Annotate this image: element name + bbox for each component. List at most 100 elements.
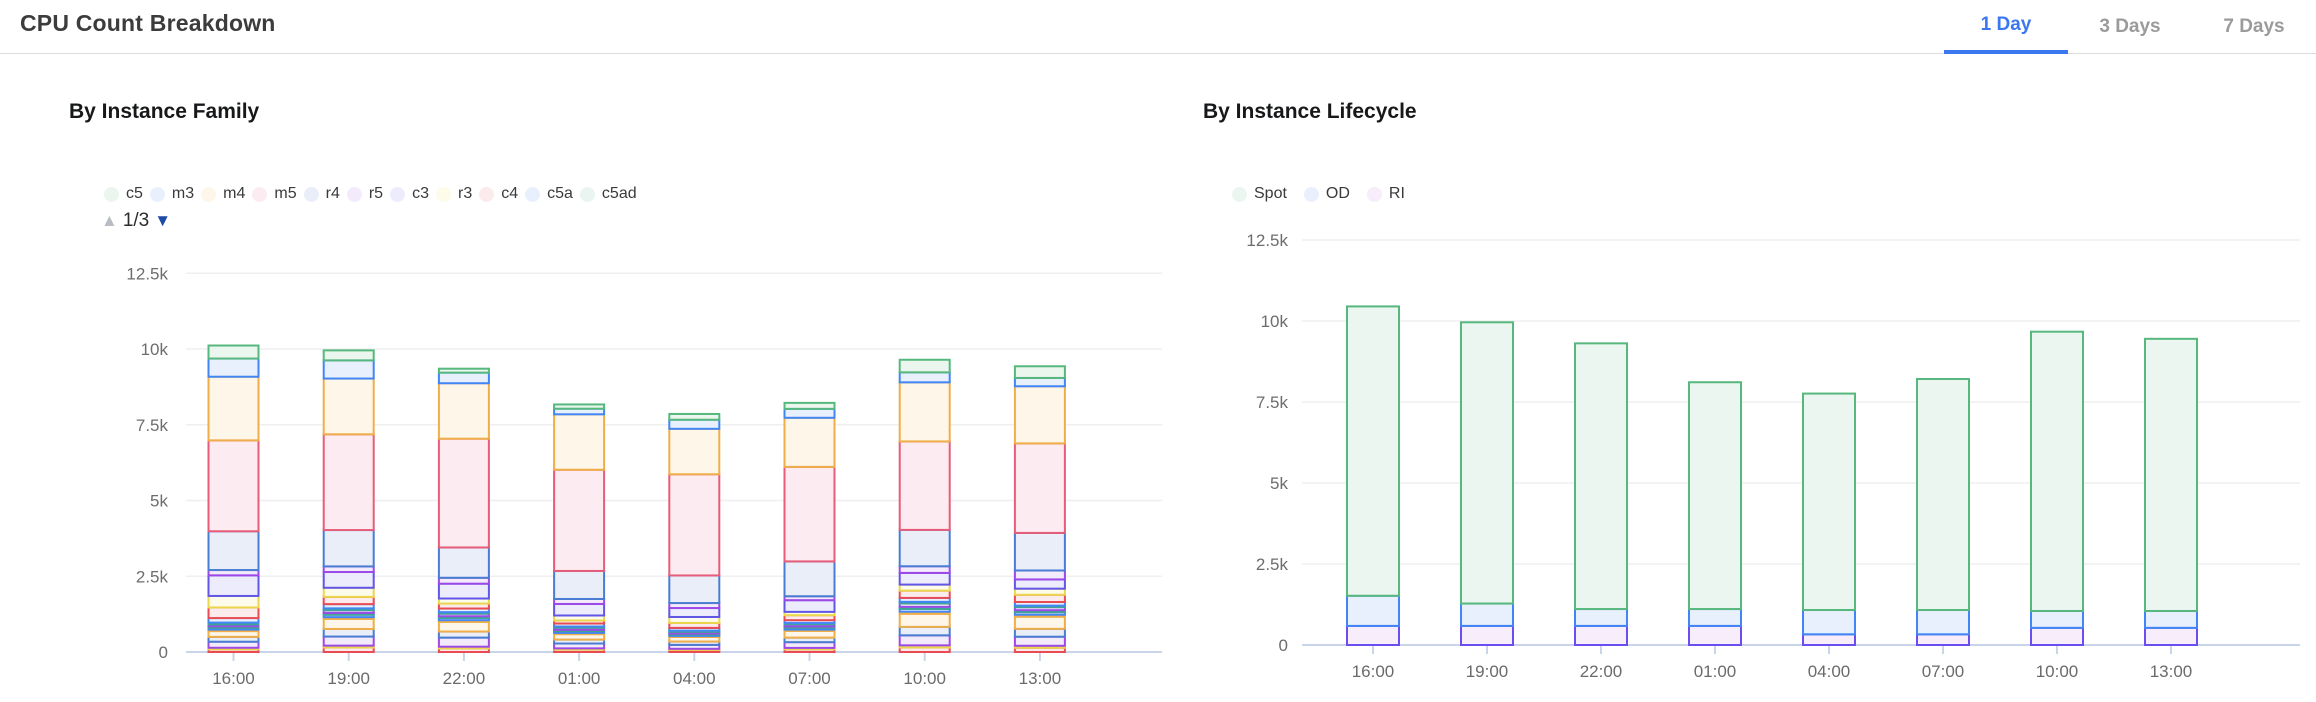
legend-swatch-c5a	[525, 186, 541, 202]
bar-segment-c5	[898, 358, 951, 374]
bar-segment-m3	[898, 371, 951, 384]
tab-3-days[interactable]: 3 Days	[2099, 16, 2161, 37]
bar-segment-m3	[437, 371, 490, 385]
bar-segment-RI	[1916, 633, 1970, 647]
bar-segment-OD	[1574, 608, 1628, 627]
legend-swatch-c4	[479, 186, 495, 202]
bar-segment-RI	[1346, 624, 1400, 647]
legend-page-indicator: 1/3	[122, 210, 150, 231]
legend-page-down-icon[interactable]: ▼	[154, 211, 172, 230]
legend-label: c5	[126, 185, 143, 202]
bar-segment-other-3	[437, 636, 490, 648]
instance-family-chart-canvas: 0 2.5k 5k 7.5k 10k 12.5k 16:00 19:00 22:00 01:00 0…	[126, 264, 1162, 688]
x-tick-label: 13:00	[2150, 662, 2193, 681]
page-title: CPU Count Breakdown	[20, 10, 276, 36]
legend-swatch-m5	[252, 186, 268, 202]
x-tick-label: 16:00	[1352, 662, 1395, 681]
bar-segment-c4	[322, 595, 375, 606]
bar-segment-m3	[1013, 376, 1066, 388]
bar-segment-c4	[207, 606, 260, 620]
bar-segment-r4	[1013, 531, 1066, 572]
bar-segment-m4	[1013, 385, 1066, 445]
legend-item-m5[interactable]: m5	[252, 185, 297, 203]
bar-segment-Spot	[2030, 330, 2084, 612]
legend-item-c5[interactable]: c5	[104, 185, 143, 203]
legend-item-OD[interactable]: OD	[1303, 185, 1350, 203]
bar-segment-RI	[2030, 626, 2084, 647]
legend-swatch-m4	[201, 186, 217, 202]
bar-segment-m4	[322, 377, 375, 436]
legend-item-r3[interactable]: r3	[435, 185, 472, 203]
bar-segment-c4	[1013, 593, 1066, 604]
bar-segment-Spot	[1346, 305, 1400, 597]
legend-swatch-c5	[104, 186, 119, 202]
bar-segment-RI	[1688, 624, 1742, 647]
y-tick-label: 5k	[1270, 474, 1288, 493]
instance-lifecycle-title: By Instance Lifecycle	[1203, 100, 1417, 123]
bar-segment-OD	[1688, 608, 1742, 627]
bar-segment-c5	[668, 412, 721, 421]
legend-item-m3[interactable]: m3	[149, 185, 195, 203]
bar-segment-other-4	[322, 627, 375, 638]
y-tick-label: 10k	[1261, 312, 1289, 331]
bar-segment-OD	[1802, 609, 1856, 636]
legend-swatch-r3	[435, 186, 451, 202]
legend-swatch-m3	[149, 186, 165, 202]
legend-item-c5ad[interactable]: c5ad	[579, 185, 637, 203]
legend-label: RI	[1388, 185, 1405, 202]
bar-segment-c3	[437, 582, 490, 600]
bar-segment-c3	[322, 571, 375, 589]
bar-segment-other-5	[437, 620, 490, 633]
bar-segment-OD	[2144, 609, 2198, 629]
bar-segment-OD	[1346, 594, 1400, 627]
bar-segment-other-3	[898, 634, 951, 647]
bar-segment-m4	[437, 382, 490, 440]
legend-item-c5a[interactable]: c5a	[525, 185, 573, 203]
bar-segment-c3	[668, 607, 721, 618]
instance-lifecycle-legend: Spot OD RI	[1232, 184, 1422, 204]
bar-segment-RI	[1574, 624, 1628, 647]
legend-label: c4	[501, 185, 519, 202]
legend-item-Spot[interactable]: Spot	[1232, 185, 1287, 203]
bar-segment-r4	[207, 530, 260, 572]
bar-segment-r4	[898, 528, 951, 568]
tab-7-days[interactable]: 7 Days	[2223, 16, 2285, 37]
x-tick-label: 22:00	[443, 669, 486, 688]
bar-segment-RI	[1460, 624, 1514, 647]
legend-swatch-RI	[1366, 186, 1382, 202]
legend-page-up-icon[interactable]: ▲	[101, 211, 118, 230]
tab-1-day[interactable]: 1 Day	[1944, 0, 2068, 54]
legend-item-c4[interactable]: c4	[479, 185, 518, 203]
y-tick-label: 5k	[150, 492, 168, 511]
legend-item-m4[interactable]: m4	[201, 185, 245, 203]
legend-item-r5[interactable]: r5	[346, 185, 383, 203]
bar-segment-other-3	[1013, 635, 1066, 647]
legend-swatch-Spot	[1232, 186, 1247, 202]
bar-segment-r3	[322, 586, 375, 598]
bar-segment-m4	[668, 427, 721, 476]
bar-segment-m5	[207, 439, 260, 533]
y-tick-label: 7.5k	[136, 416, 169, 435]
bar-segment-Spot	[1688, 381, 1742, 611]
x-tick-label: 01:00	[1694, 662, 1737, 681]
y-tick-label: 2.5k	[136, 567, 169, 586]
bar-segment-RI	[1802, 633, 1856, 647]
bar-segment-r4	[783, 560, 836, 598]
legend-label: r4	[325, 185, 340, 202]
bar-segment-c5	[553, 403, 606, 410]
bar-segment-Spot	[1916, 377, 1970, 612]
bar-segment-m4	[898, 381, 951, 443]
instance-family-title: By Instance Family	[69, 100, 260, 123]
bar-segment-other-3	[322, 635, 375, 647]
page-header: CPU Count Breakdown 1 Day 3 Days 7 Days	[0, 0, 2316, 54]
legend-label: OD	[1325, 185, 1350, 202]
legend-item-r4[interactable]: r4	[303, 185, 340, 203]
bar-segment-m5	[783, 465, 836, 563]
x-tick-label: 04:00	[1808, 662, 1851, 681]
bar-segment-other-5	[322, 617, 375, 630]
legend-item-c3[interactable]: c3	[390, 185, 429, 203]
bar-segment-m4	[783, 416, 836, 468]
legend-item-RI[interactable]: RI	[1366, 185, 1405, 203]
x-tick-label: 19:00	[1466, 662, 1509, 681]
legend-label: m3	[171, 185, 195, 202]
